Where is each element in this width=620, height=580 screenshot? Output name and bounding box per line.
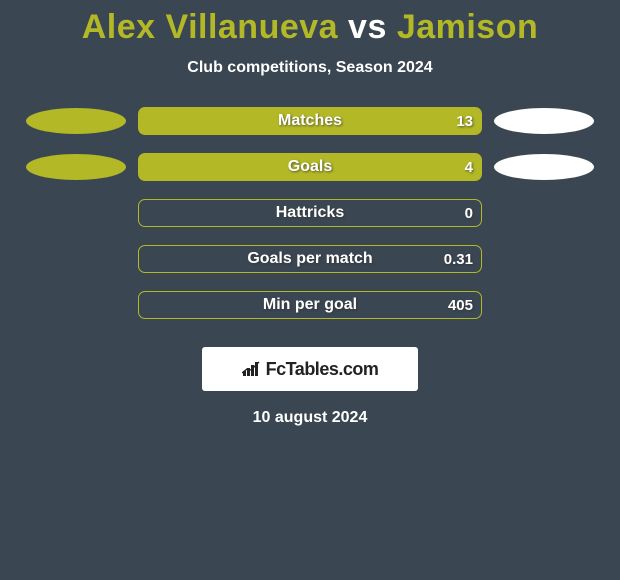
blob-spacer [494, 292, 594, 318]
player1-blob [26, 108, 126, 134]
stat-row: Goals4 [0, 153, 620, 181]
player2-name: Jamison [397, 8, 538, 46]
blob-spacer [26, 246, 126, 272]
date: 10 august 2024 [0, 409, 620, 427]
comparison-infographic: Alex Villanueva vs Jamison Club competit… [0, 0, 620, 427]
stat-value: 405 [448, 292, 473, 318]
blob-spacer [26, 292, 126, 318]
stat-rows: Matches13 Goals4 Hattricks0 Goals per match… [0, 107, 620, 319]
vs-separator: vs [348, 8, 387, 46]
blob-spacer [494, 200, 594, 226]
chart-icon [242, 361, 262, 377]
stat-row: Min per goal405 [0, 291, 620, 319]
stat-label: Goals [139, 154, 481, 180]
stat-label: Matches [139, 108, 481, 134]
stat-row: Goals per match0.31 [0, 245, 620, 273]
stat-bar: Goals per match0.31 [138, 245, 482, 273]
stat-label: Goals per match [139, 246, 481, 272]
stat-value: 4 [465, 154, 473, 180]
blob-spacer [26, 200, 126, 226]
stat-row: Hattricks0 [0, 199, 620, 227]
logo-text: FcTables.com [266, 359, 379, 380]
stat-bar: Goals4 [138, 153, 482, 181]
stat-value: 0 [465, 200, 473, 226]
stat-row: Matches13 [0, 107, 620, 135]
stat-bar: Hattricks0 [138, 199, 482, 227]
stat-value: 0.31 [444, 246, 473, 272]
stat-label: Hattricks [139, 200, 481, 226]
player1-name: Alex Villanueva [82, 8, 338, 46]
title: Alex Villanueva vs Jamison [0, 8, 620, 47]
player2-blob [494, 154, 594, 180]
stat-bar: Matches13 [138, 107, 482, 135]
blob-spacer [494, 246, 594, 272]
stat-bar: Min per goal405 [138, 291, 482, 319]
stat-label: Min per goal [139, 292, 481, 318]
subtitle: Club competitions, Season 2024 [0, 59, 620, 77]
player2-blob [494, 108, 594, 134]
player1-blob [26, 154, 126, 180]
stat-value: 13 [456, 108, 473, 134]
logo-box: FcTables.com [202, 347, 418, 391]
